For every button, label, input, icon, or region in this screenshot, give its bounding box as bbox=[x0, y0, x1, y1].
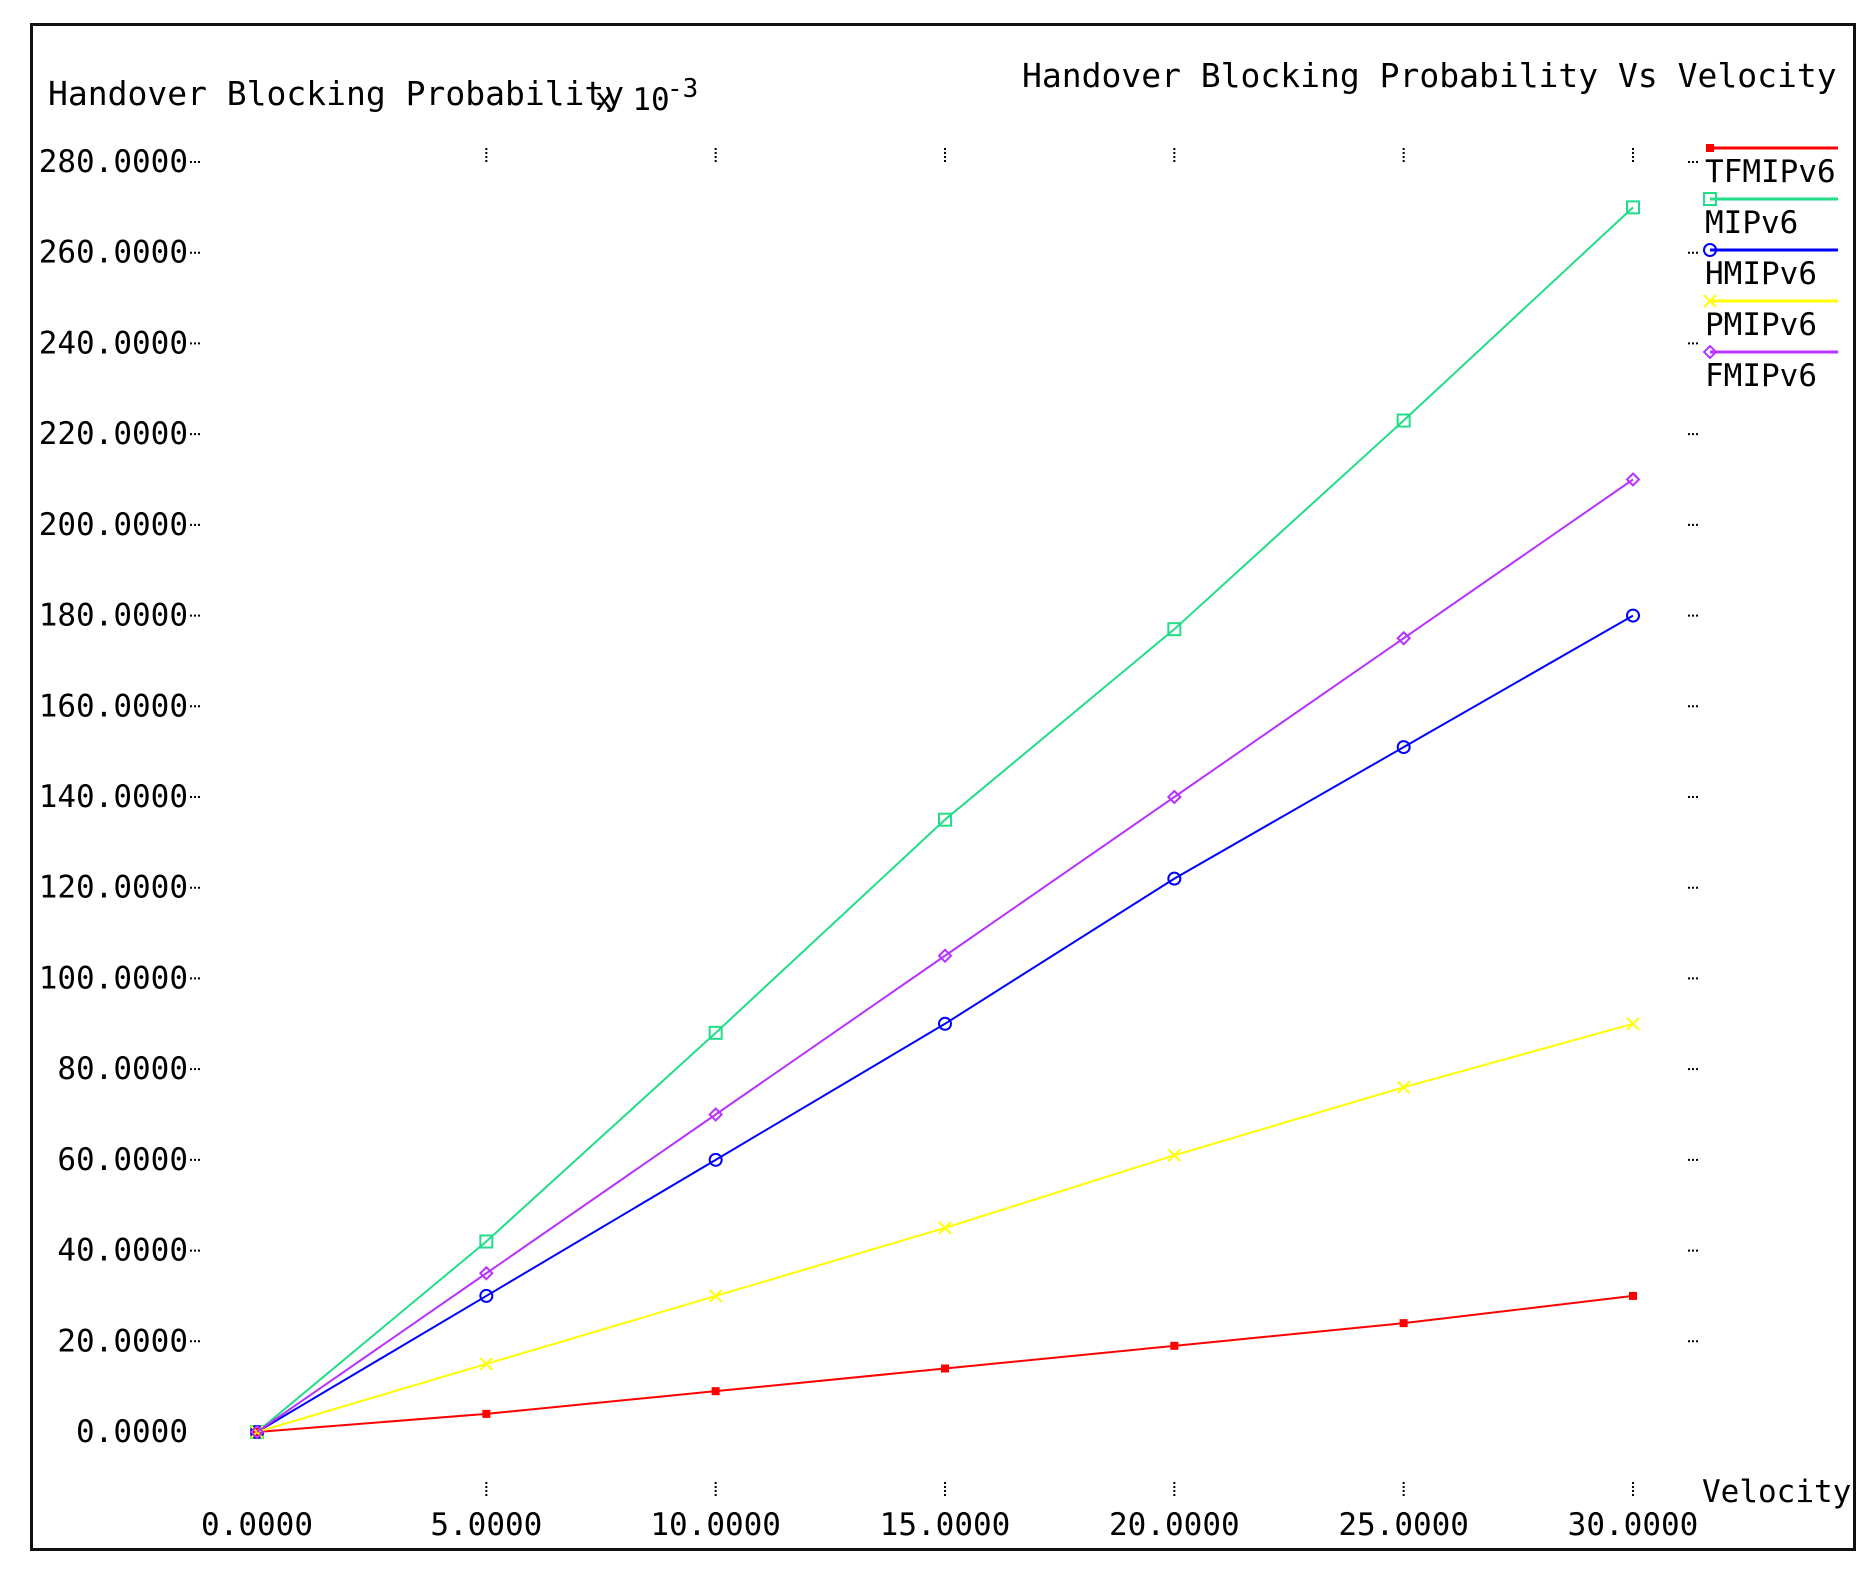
data-point-fmipv6 bbox=[937, 948, 953, 964]
data-point-fmipv6 bbox=[1166, 789, 1182, 805]
x-tick-label: 20.0000 bbox=[1109, 1507, 1240, 1543]
y-tick-label: 60.0000 bbox=[57, 1142, 188, 1178]
legend-marker-pmipv6 bbox=[1703, 294, 1717, 308]
y-tick-label: 140.0000 bbox=[39, 779, 188, 815]
data-point-fmipv6 bbox=[478, 1265, 494, 1281]
data-point-mipv6 bbox=[1626, 200, 1640, 215]
y-tick-label: 180.0000 bbox=[39, 598, 188, 634]
y-tick-label: 240.0000 bbox=[39, 325, 188, 361]
y-tick-label: 260.0000 bbox=[39, 235, 188, 271]
legend-marker-mipv6 bbox=[1703, 192, 1717, 206]
data-point-pmipv6 bbox=[1167, 1148, 1182, 1163]
y-axis-label: Handover Blocking Probability bbox=[48, 74, 624, 113]
data-point-mipv6 bbox=[938, 812, 952, 827]
data-point-mipv6 bbox=[479, 1234, 494, 1249]
chart-frame bbox=[30, 23, 1856, 1551]
data-point-mipv6 bbox=[1396, 413, 1411, 428]
data-point-fmipv6 bbox=[708, 1107, 724, 1122]
data-point-hmipv6 bbox=[1626, 608, 1640, 623]
series-line-mipv6 bbox=[256, 206, 1634, 1433]
legend-label-mipv6: MIPv6 bbox=[1705, 205, 1798, 241]
y-tick-label: 40.0000 bbox=[57, 1233, 188, 1269]
y-axis-scale-base: x 10 bbox=[595, 82, 670, 118]
data-point-pmipv6 bbox=[708, 1289, 723, 1303]
series-line-tfmipv6 bbox=[256, 1294, 1634, 1433]
legend-label-hmipv6: HMIPv6 bbox=[1705, 256, 1817, 292]
data-point-tfmipv6 bbox=[1399, 1319, 1408, 1328]
x-tick-label: 30.0000 bbox=[1568, 1507, 1699, 1543]
legend-label-pmipv6: PMIPv6 bbox=[1705, 307, 1817, 343]
data-point-hmipv6 bbox=[479, 1288, 494, 1303]
y-axis-scale-exponent: -3 bbox=[667, 74, 698, 104]
data-point-tfmipv6 bbox=[941, 1364, 949, 1373]
data-point-pmipv6 bbox=[938, 1221, 952, 1235]
y-tick-label: 120.0000 bbox=[39, 870, 188, 906]
data-point-mipv6 bbox=[1167, 622, 1182, 637]
data-point-pmipv6 bbox=[1396, 1080, 1411, 1094]
y-tick-label: 280.0000 bbox=[39, 144, 188, 180]
y-tick-label: 160.0000 bbox=[39, 688, 188, 724]
chart-title: Handover Blocking Probability Vs Velocit… bbox=[1022, 56, 1837, 95]
data-point-fmipv6 bbox=[1396, 630, 1412, 646]
legend-marker-hmipv6 bbox=[1703, 243, 1717, 257]
x-tick-label: 15.0000 bbox=[880, 1507, 1011, 1543]
legend-label-fmipv6: FMIPv6 bbox=[1705, 358, 1817, 394]
y-tick-label: 20.0000 bbox=[57, 1323, 188, 1359]
legend-marker-fmipv6 bbox=[1702, 344, 1718, 360]
data-point-tfmipv6 bbox=[1170, 1341, 1179, 1350]
data-point-hmipv6 bbox=[708, 1152, 723, 1167]
y-tick-label: 0.0000 bbox=[76, 1414, 188, 1450]
data-point-tfmipv6 bbox=[1629, 1291, 1637, 1300]
data-point-hmipv6 bbox=[1396, 740, 1411, 755]
data-point-fmipv6 bbox=[1625, 472, 1641, 487]
x-tick-label: 0.0000 bbox=[201, 1507, 313, 1543]
legend-label-tfmipv6: TFMIPv6 bbox=[1705, 154, 1836, 190]
y-tick-label: 80.0000 bbox=[57, 1051, 188, 1087]
data-point-hmipv6 bbox=[1167, 871, 1182, 886]
y-tick-label: 100.0000 bbox=[39, 960, 188, 996]
data-point-fmipv6 bbox=[249, 1424, 265, 1440]
data-point-pmipv6 bbox=[1626, 1017, 1640, 1031]
series-line-fmipv6 bbox=[256, 478, 1634, 1433]
y-tick-label: 220.0000 bbox=[39, 416, 188, 452]
y-tick-label: 200.0000 bbox=[39, 507, 188, 543]
series-line-hmipv6 bbox=[256, 614, 1634, 1433]
data-point-tfmipv6 bbox=[711, 1387, 720, 1396]
data-point-pmipv6 bbox=[479, 1357, 494, 1371]
x-tick-label: 25.0000 bbox=[1338, 1507, 1469, 1543]
x-tick-label: 5.0000 bbox=[430, 1507, 542, 1543]
data-point-tfmipv6 bbox=[482, 1409, 491, 1418]
data-point-hmipv6 bbox=[938, 1016, 952, 1031]
x-tick-label: 10.0000 bbox=[650, 1507, 781, 1543]
x-axis-label: Velocity bbox=[1702, 1474, 1851, 1510]
data-point-mipv6 bbox=[708, 1025, 723, 1040]
legend-marker-tfmipv6 bbox=[1706, 144, 1714, 152]
